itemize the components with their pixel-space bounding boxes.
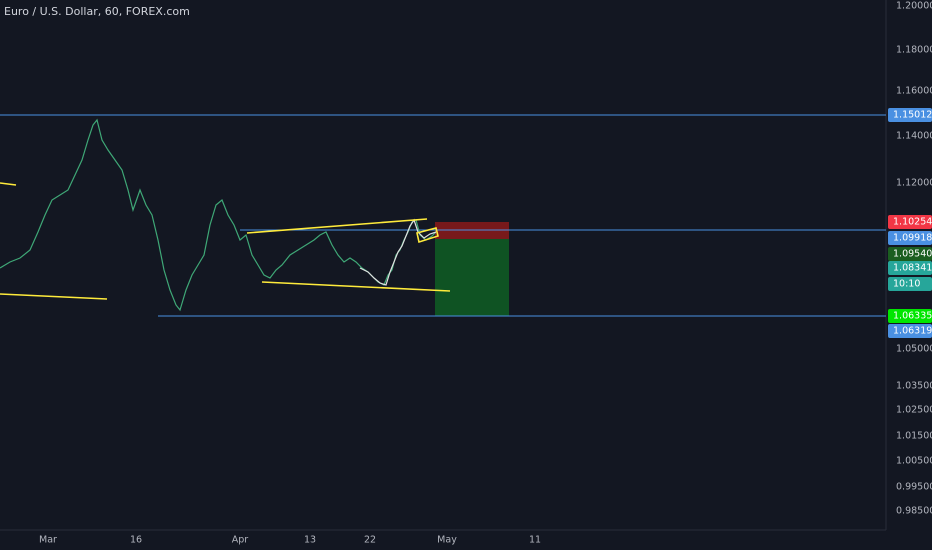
price-tag: [888, 261, 932, 275]
price-tag-text: 10:10: [893, 279, 920, 290]
price-tag: [888, 231, 932, 245]
price-label: 1.14000: [896, 131, 932, 142]
price-tag-text: 1.09540: [893, 249, 932, 260]
recent-price-path: [359, 218, 437, 286]
price-label: 1.05000: [896, 344, 932, 355]
trend-lines: [0, 182, 451, 300]
price-tag: [888, 215, 932, 229]
price-tag: [888, 324, 932, 338]
price-label: 1.00500: [896, 456, 932, 467]
time-label: Apr: [232, 535, 249, 546]
price-tag: [888, 108, 932, 122]
price-tag: [888, 277, 932, 291]
price-label: 1.01500: [896, 431, 932, 442]
price-tag-text: 1.15012: [893, 110, 932, 121]
time-label: Mar: [39, 535, 57, 546]
time-label: 11: [529, 535, 541, 546]
chart-title: Euro / U.S. Dollar, 60, FOREX.com: [4, 5, 190, 18]
price-label: 1.20000: [896, 1, 932, 12]
price-tag-text: 1.10254: [893, 217, 932, 228]
time-label: May: [437, 535, 457, 546]
price-label: 0.98500: [896, 506, 932, 517]
price-label: 1.02500: [896, 405, 932, 416]
time-label: 22: [364, 535, 376, 546]
time-label: 16: [130, 535, 142, 546]
price-label: 1.18000: [896, 45, 932, 56]
target-zone: [435, 239, 509, 316]
price-tag-text: 1.06319: [893, 326, 932, 337]
price-tag-text: 1.08341: [893, 263, 932, 274]
price-tag: [888, 309, 932, 323]
price-label: 1.12000: [896, 178, 932, 189]
price-label: 0.99500: [896, 482, 932, 493]
price-tag-text: 1.09918: [893, 233, 932, 244]
price-label: 1.16000: [896, 86, 932, 97]
price-label: 1.03500: [896, 381, 932, 392]
time-label: 13: [304, 535, 316, 546]
price-tag: [888, 247, 932, 261]
price-path: [0, 118, 437, 312]
price-tag-text: 1.06335: [893, 311, 932, 322]
